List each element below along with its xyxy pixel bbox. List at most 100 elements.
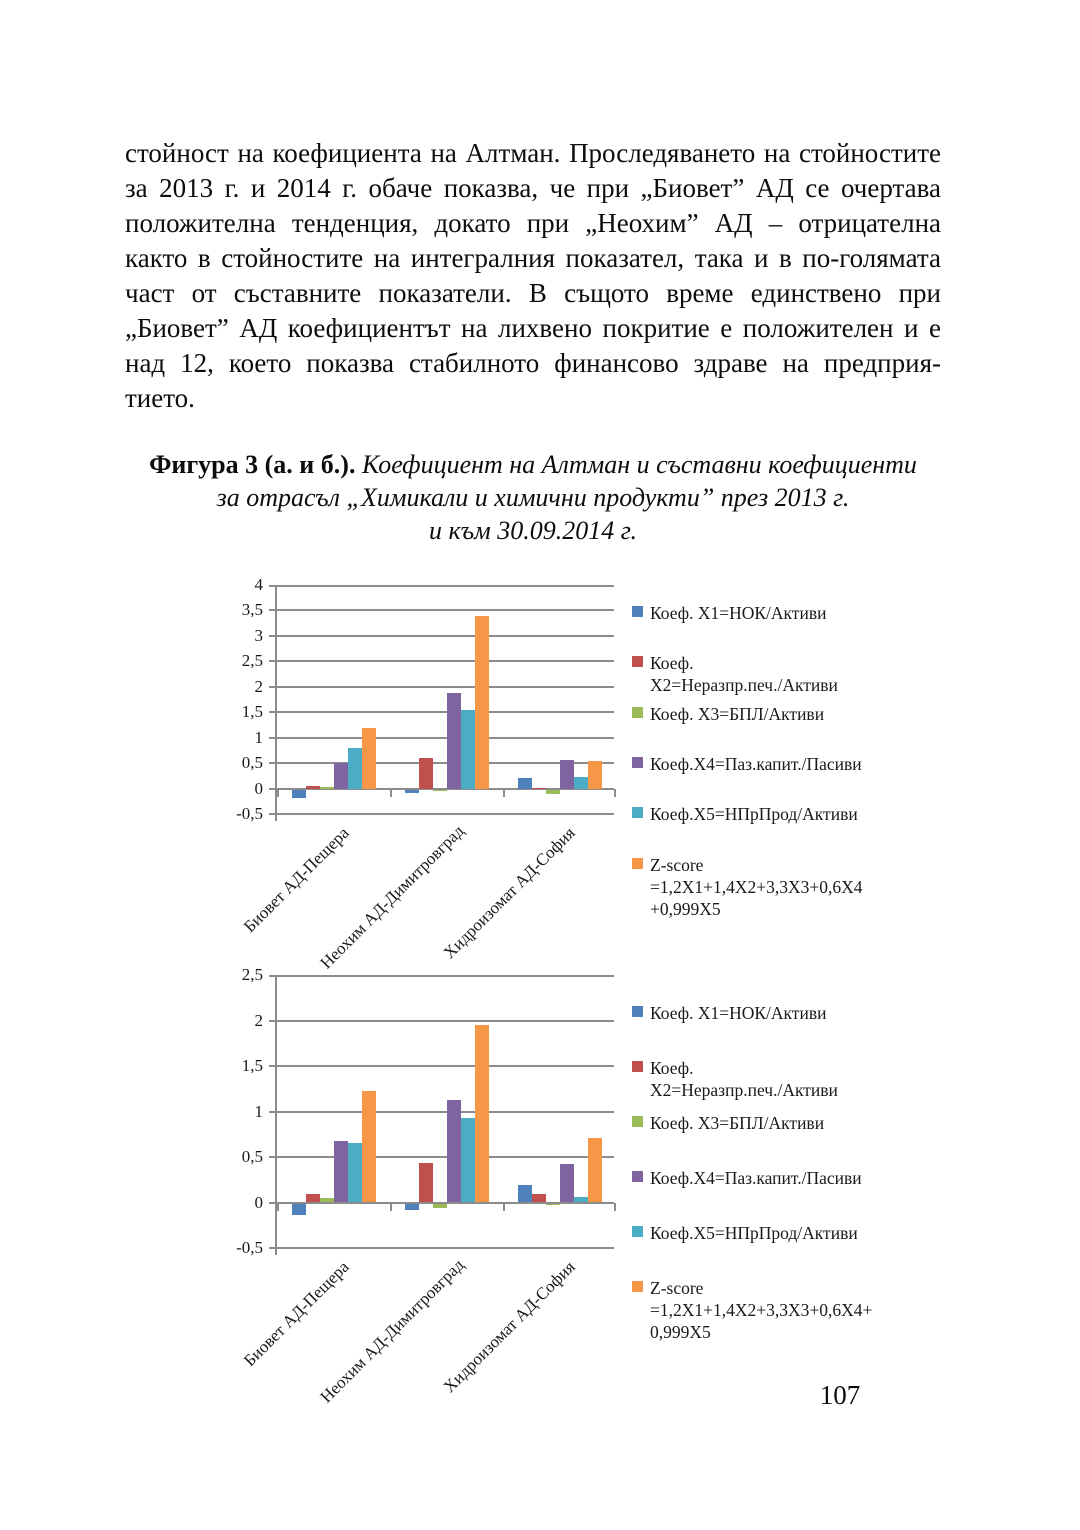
- bar: [405, 789, 419, 794]
- gridline: [277, 1156, 614, 1158]
- page-number: 107: [819, 1380, 861, 1410]
- gridline: [277, 1110, 614, 1113]
- x-axis-line: [277, 787, 614, 790]
- bar: [546, 789, 560, 794]
- bar: [475, 616, 489, 789]
- y-axis-tick: [269, 787, 277, 790]
- x-axis-tick: [390, 788, 392, 797]
- bar: [334, 1140, 348, 1203]
- gridline: [277, 1065, 614, 1067]
- y-axis-tick-label: 1,5: [241, 702, 263, 722]
- bar: [532, 1194, 546, 1203]
- gridline: [277, 711, 614, 714]
- legend-swatch: [632, 707, 643, 718]
- y-axis-tick-label: 3,5: [241, 600, 263, 620]
- legend-item: Коеф. X2=Неразпр.печ./Активи: [632, 652, 838, 696]
- bar: [292, 789, 306, 799]
- legend-swatch: [632, 858, 643, 869]
- y-axis-tick: [269, 1110, 277, 1113]
- y-axis-tick-label: 2,5: [241, 651, 263, 671]
- gridline: [277, 660, 614, 663]
- bar: [334, 763, 348, 789]
- legend-label: Коеф. X3=БПЛ/Активи: [650, 1113, 825, 1133]
- figure-caption: Фигура 3 (а. и б.). Коефициент на Алтман…: [120, 448, 946, 547]
- y-axis-tick: [269, 711, 277, 714]
- legend-item: Коеф. X1=НОК/Активи: [632, 602, 826, 624]
- y-axis-tick-label: 2: [254, 1010, 264, 1030]
- legend-swatch: [632, 1226, 643, 1237]
- bar: [362, 727, 376, 789]
- bar: [419, 758, 433, 789]
- legend-item: Z-score =1,2X1+1,4X2+3,3X3+0,6X4 +0,999X…: [632, 854, 863, 920]
- legend-label: Z-score =1,2X1+1,4X2+3,3X3+0,6X4+ 0,999X…: [650, 1278, 873, 1342]
- gridline: [277, 685, 614, 688]
- y-axis-tick-label: 3: [254, 625, 264, 645]
- bar: [532, 787, 546, 789]
- legend-label: Коеф. X3=БПЛ/Активи: [650, 704, 825, 724]
- legend-label: Коеф. X2=Неразпр.печ./Активи: [650, 653, 838, 695]
- legend-item: Коеф. X3=БПЛ/Активи: [632, 1112, 824, 1134]
- legend-swatch: [632, 1116, 643, 1127]
- legend-swatch: [632, 1006, 643, 1017]
- y-axis-tick-label: 2,5: [241, 965, 263, 984]
- bar: [574, 777, 588, 789]
- legend-label: Коеф.X5=НПрПрод/Активи: [650, 804, 858, 824]
- legend: Коеф. X1=НОК/Активи Коеф. X2=Неразпр.печ.…: [632, 602, 1052, 932]
- legend-label: Коеф. X1=НОК/Активи: [650, 1003, 827, 1023]
- legend-item: Коеф.X5=НПрПрод/Активи: [632, 803, 858, 825]
- x-axis-tick: [503, 1202, 505, 1211]
- legend-swatch: [632, 807, 643, 818]
- gridline: [277, 736, 614, 739]
- legend-swatch: [632, 1061, 643, 1072]
- legend-swatch: [632, 757, 643, 768]
- bar: [447, 1099, 461, 1203]
- figure-caption-line2: за отрасъл „Химикали и химични продукти”…: [216, 483, 850, 512]
- y-axis-tick-label: 4: [254, 575, 264, 594]
- y-axis-tick: [269, 609, 277, 612]
- x-axis-tick: [503, 788, 505, 797]
- y-axis-tick-label: 0: [254, 778, 264, 798]
- legend-item: Z-score =1,2X1+1,4X2+3,3X3+0,6X4+ 0,999X…: [632, 1277, 872, 1343]
- gridline: [277, 762, 614, 765]
- bar: [419, 1163, 433, 1203]
- y-axis-tick: [269, 736, 277, 739]
- plot-area: 4 3,5 3 2,5 2 1,5 1 0,5 0 -0,5 Биовет АД-Пещера Нео…: [236, 575, 616, 972]
- figure-number: Фигура 3 (а. и б.).: [149, 450, 356, 479]
- y-axis-tick: [269, 634, 277, 637]
- legend-swatch: [632, 1171, 643, 1182]
- bar: [574, 1197, 588, 1203]
- bar: [447, 693, 461, 789]
- bar: [433, 789, 447, 791]
- y-axis-tick-label: 1: [254, 1101, 264, 1121]
- paragraph-line: „Биовет” АД коефициентът на лихвено покр…: [125, 313, 941, 343]
- bar: [560, 1164, 574, 1203]
- legend-item: Коеф.X5=НПрПрод/Активи: [632, 1222, 858, 1244]
- paragraph-line: стойност на коефициента на Алтман. Просл…: [125, 138, 941, 168]
- y-axis-tick-label: -0,5: [236, 804, 263, 823]
- y-axis-tick-label: 1: [254, 727, 264, 747]
- y-axis-tick: [269, 1247, 277, 1249]
- bar: [348, 747, 362, 789]
- bar: [461, 1117, 475, 1203]
- y-axis-tick: [269, 975, 277, 977]
- x-axis-tick: [614, 788, 616, 797]
- legend-swatch: [632, 606, 643, 617]
- legend-swatch: [632, 656, 643, 667]
- legend-label: Коеф.X4=Паз.капит./Пасиви: [650, 754, 862, 774]
- y-axis-tick-label: 0: [254, 1192, 264, 1212]
- legend-swatch: [632, 1281, 643, 1292]
- legend-label: Коеф.X5=НПрПрод/Активи: [650, 1223, 858, 1243]
- legend-item: Коеф.X4=Паз.капит./Пасиви: [632, 1167, 862, 1189]
- bar: [588, 760, 602, 789]
- legend-item: Коеф.X4=Паз.капит./Пасиви: [632, 753, 862, 775]
- x-axis-line: [277, 1201, 614, 1204]
- bar: [475, 1025, 489, 1203]
- legend-label: Коеф.X4=Паз.капит./Пасиви: [650, 1168, 862, 1188]
- bar: [560, 759, 574, 789]
- bar: [405, 1203, 419, 1210]
- gridline: [277, 975, 614, 977]
- legend-label: Коеф. X1=НОК/Активи: [650, 603, 827, 623]
- paragraph-line: тието.: [125, 383, 195, 413]
- bar: [518, 778, 532, 789]
- y-axis-tick: [269, 685, 277, 688]
